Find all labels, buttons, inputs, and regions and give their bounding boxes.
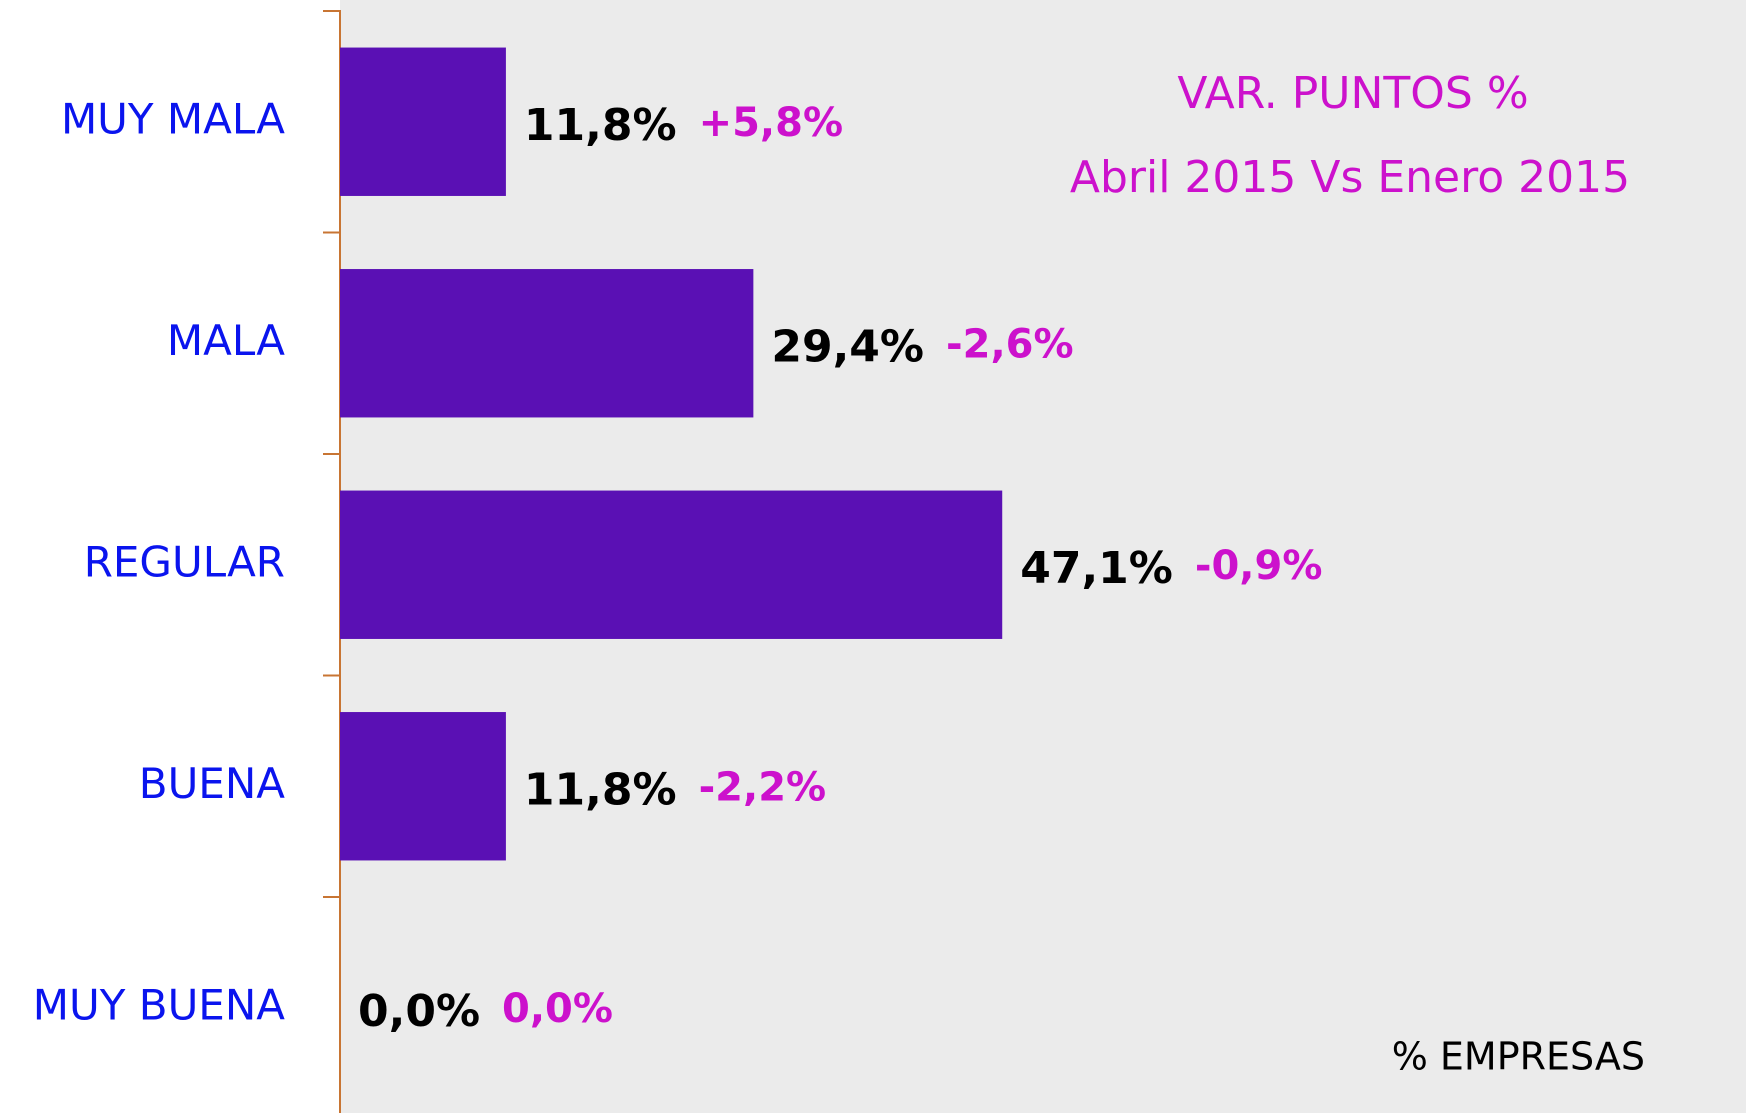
change-label: -2,2% (699, 764, 827, 810)
category-label: MALA (167, 316, 285, 365)
chart-subtitle: Abril 2015 Vs Enero 2015 (1070, 152, 1630, 203)
chart-title: VAR. PUNTOS % (1177, 68, 1528, 119)
change-label: -2,6% (946, 321, 1074, 367)
value-label: 47,1% (1020, 543, 1173, 594)
bar (340, 712, 506, 861)
bar (340, 269, 754, 418)
change-label: +5,8% (699, 100, 843, 146)
value-label: 11,8% (524, 100, 677, 151)
value-label: 11,8% (524, 764, 677, 815)
category-label: BUENA (139, 759, 286, 808)
bar (340, 490, 1003, 639)
value-label: 0,0% (358, 986, 480, 1037)
value-label: 29,4% (771, 321, 924, 372)
x-axis-label: % EMPRESAS (1392, 1035, 1645, 1079)
category-label: REGULAR (84, 537, 285, 586)
category-label: MUY BUENA (33, 980, 285, 1029)
bar (340, 47, 506, 196)
change-label: 0,0% (502, 986, 613, 1032)
change-label: -0,9% (1195, 543, 1323, 589)
category-label: MUY MALA (61, 94, 285, 143)
